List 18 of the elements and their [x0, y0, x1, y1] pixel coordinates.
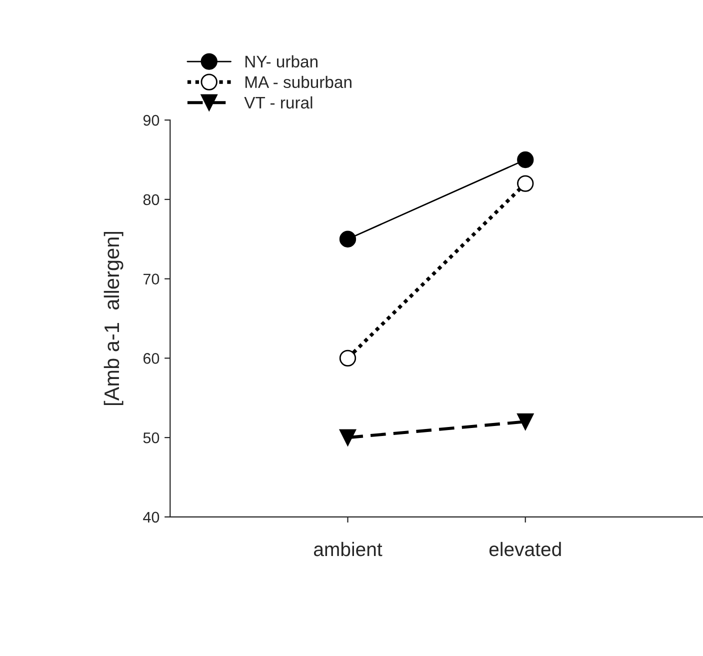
y-tick-label: 40	[143, 512, 160, 523]
y-tick-label: 80	[143, 194, 160, 206]
legend-label: VT - rural	[244, 96, 312, 109]
legend-label: MA - suburban	[245, 76, 352, 88]
legend-label: NY- urban	[245, 55, 318, 68]
y-tick-label: 60	[143, 353, 160, 364]
x-tick-label: ambient	[314, 542, 382, 556]
point	[339, 350, 356, 367]
point	[517, 151, 534, 168]
y-tick-label: 90	[143, 114, 160, 126]
point	[517, 413, 534, 430]
x-tick-label: elevated	[489, 542, 561, 556]
y-tick-label: 50	[143, 432, 160, 444]
y-tick-label: 70	[144, 274, 160, 284]
y-axis-title: [Amb a-1 allergen]	[104, 232, 124, 406]
point	[339, 429, 356, 446]
point	[517, 175, 534, 192]
point	[339, 230, 356, 248]
